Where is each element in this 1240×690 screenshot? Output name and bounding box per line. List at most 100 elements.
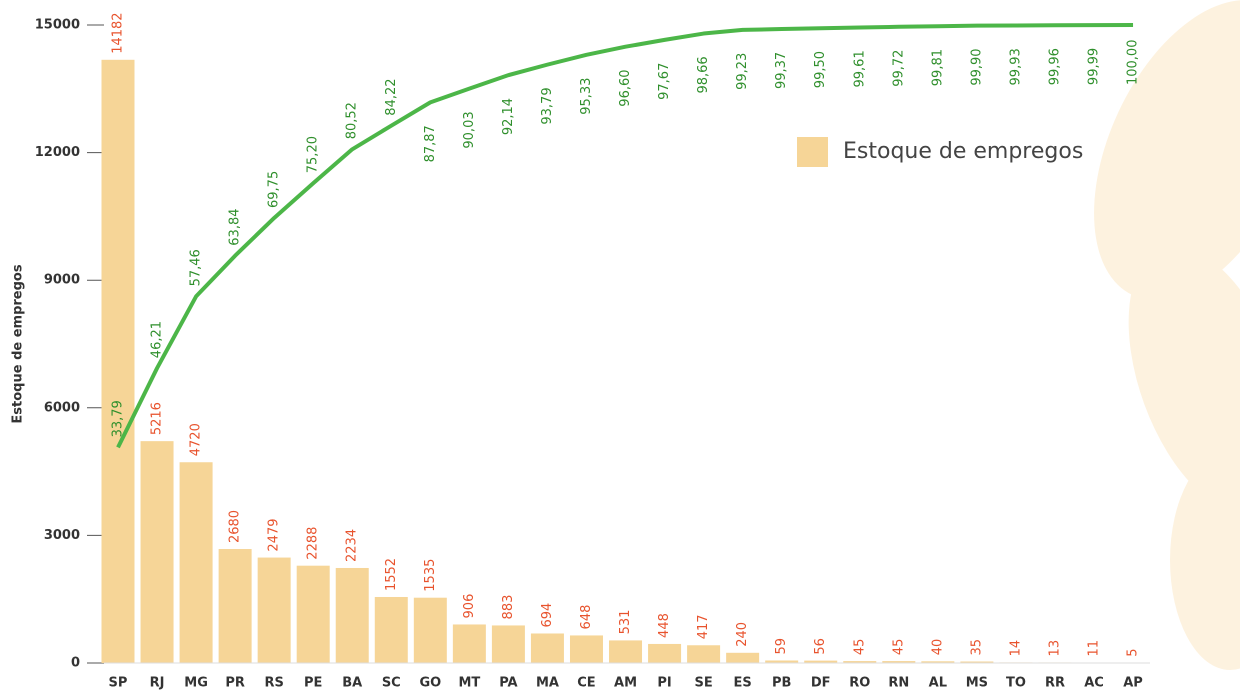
bar-value-label: 417 (696, 614, 711, 639)
line-value-label: 96,60 (618, 69, 633, 106)
x-tick-label: PI (657, 676, 671, 690)
bar-value-label: 1552 (384, 558, 399, 591)
y-tick-label: 6000 (44, 400, 80, 415)
line-value-label: 100,00 (1126, 40, 1141, 86)
line-value-label: 99,37 (774, 52, 789, 89)
line-value-label: 99,99 (1087, 48, 1102, 85)
y-axis-title: Estoque de empregos (11, 264, 26, 423)
bar-value-label: 5216 (150, 402, 165, 435)
bar (140, 441, 174, 663)
bar (921, 661, 955, 663)
bar-value-label: 45 (852, 639, 867, 656)
bar (804, 660, 838, 663)
x-tick-label: PB (772, 676, 791, 690)
bar-value-label: 35 (969, 639, 984, 656)
bar (491, 625, 525, 663)
line-value-label: 99,61 (852, 50, 867, 87)
line-value-label: 93,79 (540, 87, 555, 124)
bar-value-label: 2479 (267, 518, 282, 551)
bar-value-label: 531 (618, 610, 633, 635)
line-value-label: 63,84 (228, 208, 243, 245)
line-value-label: 98,66 (696, 56, 711, 93)
line-value-label: 80,52 (345, 102, 360, 139)
bar (413, 597, 447, 663)
bar (648, 643, 682, 663)
line-value-label: 99,23 (735, 53, 750, 90)
bar-value-label: 2234 (345, 529, 360, 562)
x-tick-label: SC (382, 676, 401, 690)
bar (960, 661, 994, 663)
line-value-label: 57,46 (189, 249, 204, 286)
x-tick-label: ES (734, 676, 752, 690)
line-value-label: 99,50 (813, 51, 828, 88)
bar (530, 633, 564, 663)
bar-value-label: 883 (501, 595, 516, 620)
x-tick-label: AM (614, 676, 637, 690)
line-value-label: 69,75 (267, 171, 282, 208)
line-value-label: 46,21 (150, 321, 165, 358)
line-value-label: 84,22 (384, 78, 399, 115)
bar-value-label: 14182 (111, 12, 126, 53)
line-value-label: 99,96 (1047, 48, 1062, 85)
bar-value-label: 4720 (189, 423, 204, 456)
background-decoration (1094, 0, 1240, 670)
y-tick-label: 0 (71, 656, 80, 671)
bar (843, 661, 877, 663)
y-tick-label: 3000 (44, 528, 80, 543)
bar-value-label: 40 (930, 639, 945, 656)
bar (296, 565, 330, 663)
bar-value-label: 648 (579, 605, 594, 630)
bar (218, 549, 252, 663)
bar (569, 635, 603, 663)
y-tick-label: 9000 (44, 273, 80, 288)
bar-value-label: 906 (462, 594, 477, 619)
line-value-label: 99,72 (891, 50, 906, 87)
legend-swatch (797, 137, 828, 167)
line-value-label: 95,33 (579, 78, 594, 115)
x-tick-label: SE (694, 676, 712, 690)
x-tick-label: MA (536, 676, 559, 690)
bar-value-label: 59 (774, 638, 789, 655)
bar-value-label: 45 (891, 639, 906, 656)
line-value-label: 92,14 (501, 98, 516, 135)
line-value-label: 90,03 (462, 111, 477, 148)
line-value-label: 87,87 (423, 125, 438, 162)
x-tick-label: DF (811, 676, 831, 690)
bar-value-label: 448 (657, 613, 672, 638)
y-tick-label: 12000 (35, 145, 80, 160)
x-tick-label: MS (966, 676, 988, 690)
bar (101, 59, 135, 664)
bar-value-label: 240 (735, 622, 750, 647)
bar (452, 624, 486, 663)
bar (882, 661, 916, 663)
bar (335, 567, 369, 663)
x-tick-label: RO (849, 676, 870, 690)
bar-value-label: 14 (1008, 640, 1023, 657)
line-value-label: 97,67 (657, 63, 672, 100)
y-tick-label: 15000 (35, 18, 80, 33)
x-tick-label: GO (419, 676, 441, 690)
x-tick-label: RJ (150, 676, 165, 690)
bar (609, 640, 643, 663)
bar-value-label: 56 (813, 638, 828, 655)
bar (374, 596, 408, 663)
line-value-label: 99,81 (930, 49, 945, 86)
bar-value-label: 694 (540, 603, 555, 628)
line-value-label: 33,79 (111, 400, 126, 437)
x-tick-label: SP (109, 676, 128, 690)
bar (687, 645, 721, 663)
x-tick-label: RR (1045, 676, 1065, 690)
x-tick-label: PA (499, 676, 517, 690)
bar-value-label: 11 (1087, 640, 1102, 657)
x-tick-label: MG (184, 676, 208, 690)
bar (726, 652, 760, 663)
x-tick-label: TO (1006, 676, 1026, 690)
x-tick-label: CE (577, 676, 595, 690)
x-tick-label: AC (1084, 676, 1104, 690)
x-tick-label: RN (888, 676, 909, 690)
line-value-label: 75,20 (306, 136, 321, 173)
bar-value-label: 13 (1047, 640, 1062, 657)
x-tick-label: RS (264, 676, 283, 690)
bar (765, 660, 799, 663)
